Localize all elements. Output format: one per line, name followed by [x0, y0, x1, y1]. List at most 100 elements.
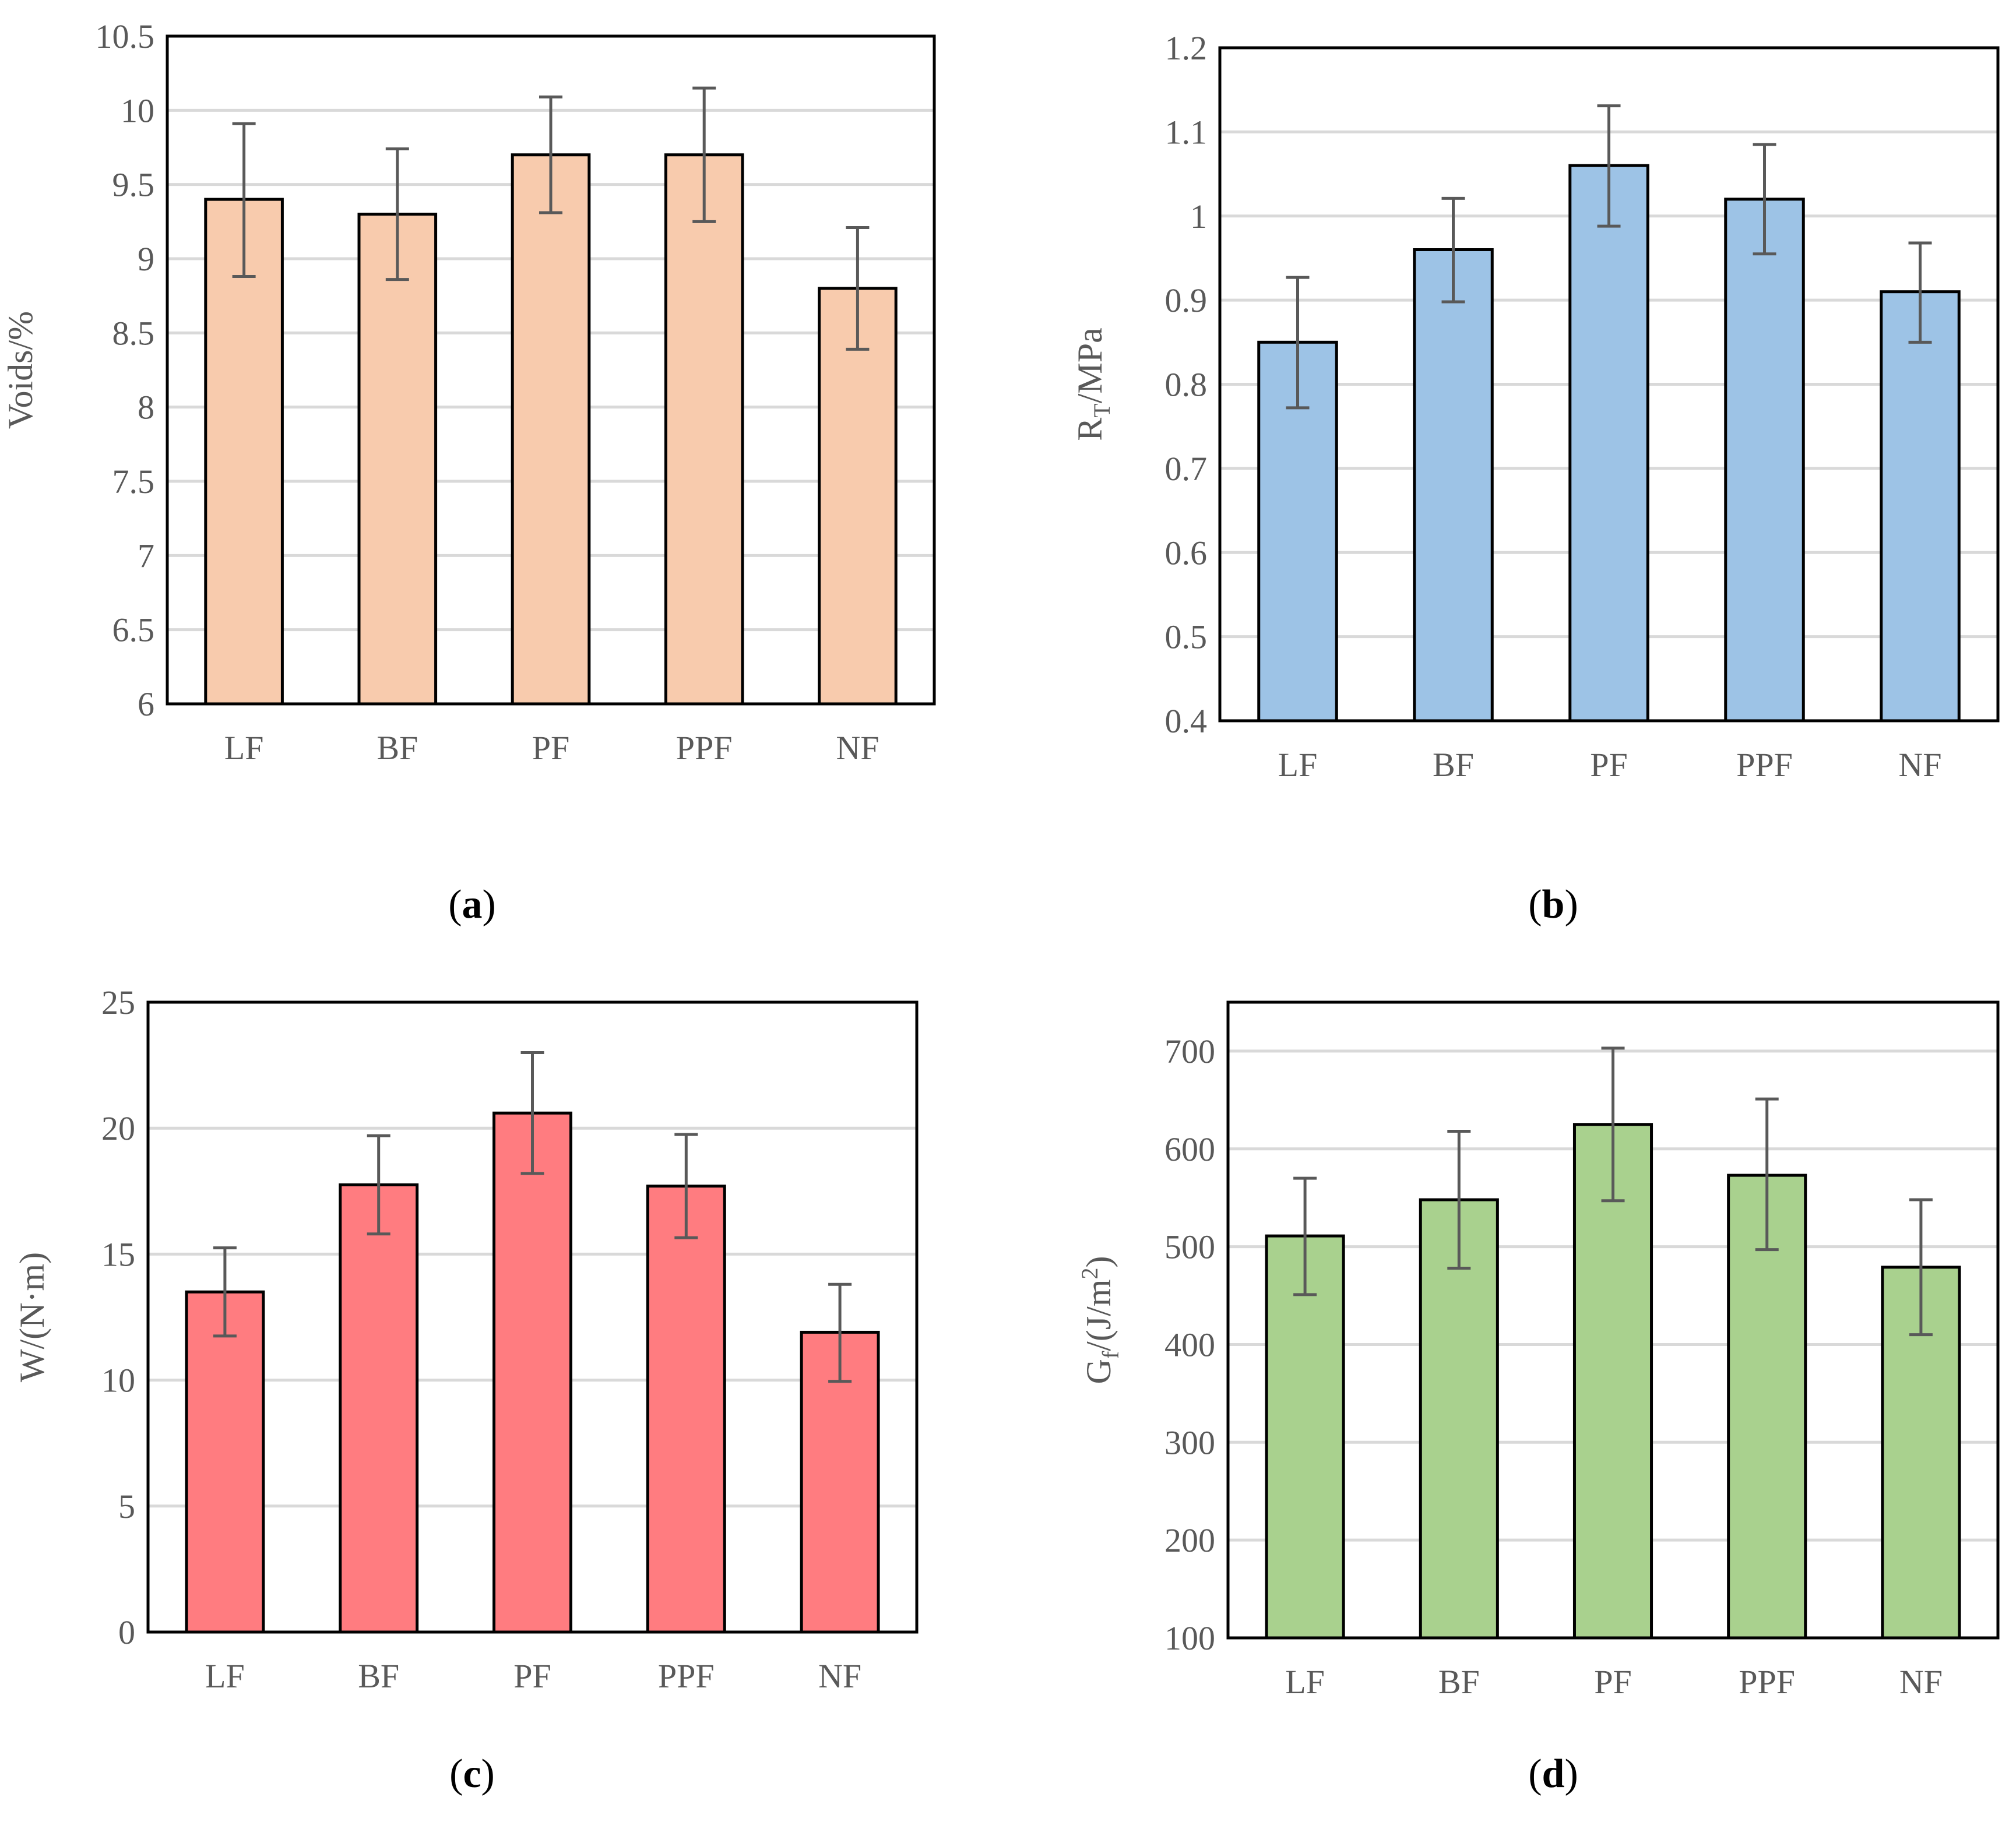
bar-pf [511, 153, 591, 706]
ytick-label: 7.5 [112, 463, 155, 501]
ytick-label: 700 [1164, 1032, 1215, 1070]
panel-c-plot-frame [146, 1000, 919, 1634]
panel-d-bars [1265, 1123, 1961, 1640]
ytick-label: 400 [1164, 1326, 1215, 1363]
bar-nf [818, 287, 898, 706]
ytick-label: 1.2 [1165, 29, 1208, 67]
xtick-label-bf: BF [377, 729, 418, 767]
ytick-label: 10 [121, 91, 154, 129]
panel-d-xtick-labels: LF BF PF PPF NF [1285, 1663, 1943, 1701]
ytick-label: 0.5 [1165, 618, 1208, 656]
ytick-label: 1 [1190, 198, 1207, 235]
panel-d-y-axis-label: Gf/(J/m2) [1076, 1256, 1124, 1384]
panel-d-plot-frame [1226, 1000, 2000, 1640]
bar-pf [1568, 164, 1649, 723]
xtick-label-ppf: PPF [1736, 746, 1793, 784]
bar-lf [185, 1290, 265, 1634]
bar-ppf [646, 1185, 726, 1634]
xtick-label-lf: LF [1285, 1663, 1325, 1701]
panel-a-plot-frame [166, 34, 936, 706]
ytick-label: 10 [101, 1362, 135, 1400]
ytick-label: 0.7 [1165, 450, 1208, 488]
bar-bf [339, 1183, 419, 1634]
xtick-label-ppf: PPF [1739, 1663, 1795, 1701]
panel-d: 100 200 300 400 500 600 700 LF BF PF PPF NF Gf/(J/… [1076, 1000, 2000, 1796]
panel-b: 0.4 0.5 0.6 0.7 0.8 0.9 1 1.1 1.2 LF BF PF PPF NF RT… [1071, 29, 2000, 927]
xtick-label-nf: NF [818, 1657, 861, 1695]
ytick-label: 100 [1164, 1619, 1215, 1657]
panel-d-ytick-labels: 100 200 300 400 500 600 700 [1164, 1032, 1215, 1657]
ytick-label: 20 [101, 1109, 135, 1147]
panel-a: 6 6.5 7 7.5 8 8.5 9 9.5 10 10.5 LF BF PF PPF NF Voids… [1, 17, 936, 927]
panel-c-xtick-labels: LF BF PF PPF NF [205, 1657, 861, 1695]
panel-d-caption-letter: d [1542, 1752, 1565, 1796]
panel-d-ylabel-suffix: ) [1079, 1256, 1118, 1268]
ytick-label: 300 [1164, 1423, 1215, 1461]
ytick-label: 500 [1164, 1228, 1215, 1266]
panel-b-ytick-labels: 0.4 0.5 0.6 0.7 0.8 0.9 1 1.1 1.2 [1165, 29, 1208, 740]
xtick-label-ppf: PPF [676, 729, 733, 767]
panel-c-ytick-labels: 0 5 10 15 20 25 [101, 984, 135, 1651]
panel-c-caption: (c) [449, 1752, 495, 1796]
ytick-label: 5 [118, 1488, 135, 1525]
xtick-label-lf: LF [1278, 746, 1318, 784]
ytick-label: 0.8 [1165, 366, 1208, 404]
panel-d-error-bars [1293, 1046, 1933, 1337]
ytick-label: 6 [138, 685, 154, 723]
panel-a-ytick-labels: 6 6.5 7 7.5 8 8.5 9 9.5 10 10.5 [96, 17, 155, 723]
panel-d-caption: (d) [1528, 1752, 1578, 1796]
xtick-label-bf: BF [358, 1657, 399, 1695]
xtick-label-pf: PF [1590, 746, 1628, 784]
ytick-label: 9 [138, 240, 154, 278]
bar-pf [492, 1111, 572, 1634]
bar-lf [204, 198, 284, 706]
bar-lf [1265, 1234, 1345, 1640]
panel-d-ylabel-sup: 2 [1076, 1267, 1103, 1279]
panel-c-error-bars [213, 1051, 852, 1383]
ytick-label: 200 [1164, 1521, 1215, 1559]
ytick-label: 10.5 [96, 17, 155, 55]
panel-b-plot-frame [1218, 46, 2000, 723]
xtick-label-bf: BF [1438, 1663, 1480, 1701]
panel-a-caption-letter: a [462, 882, 483, 927]
xtick-label-bf: BF [1433, 746, 1474, 784]
panel-c-y-axis-label: W/(N·m) [13, 1252, 51, 1382]
ytick-label: 9.5 [112, 166, 155, 204]
ytick-label: 0.6 [1165, 534, 1208, 572]
bar-pf [1572, 1123, 1653, 1640]
panel-a-caption: (a) [448, 882, 496, 927]
panel-b-caption: (b) [1528, 882, 1578, 927]
ytick-label: 600 [1164, 1130, 1215, 1168]
ytick-label: 0 [118, 1613, 135, 1651]
xtick-label-lf: LF [224, 729, 264, 767]
panel-b-ylabel-sub: T [1089, 403, 1115, 417]
bar-bf [1419, 1198, 1499, 1640]
ytick-label: 8.5 [112, 314, 155, 352]
panel-c-bars [185, 1111, 880, 1634]
panel-b-caption-letter: b [1542, 882, 1565, 927]
ytick-label: 25 [101, 984, 135, 1021]
xtick-label-nf: NF [836, 729, 879, 767]
xtick-label-pf: PF [1594, 1663, 1632, 1701]
ytick-label: 8 [138, 389, 154, 427]
panel-c-caption-letter: c [463, 1752, 481, 1796]
panel-b-error-bars [1286, 104, 1932, 410]
panel-c: 0 5 10 15 20 25 LF BF PF PPF NF W/(N·m) (c) [13, 984, 919, 1796]
ytick-label: 15 [101, 1235, 135, 1273]
panel-a-xtick-labels: LF BF PF PPF NF [224, 729, 879, 767]
xtick-label-ppf: PPF [658, 1657, 715, 1695]
bar-ppf [664, 153, 744, 706]
bar-nf [1880, 290, 1961, 723]
xtick-label-lf: LF [205, 1657, 245, 1695]
ytick-label: 0.4 [1165, 702, 1208, 740]
panel-b-xtick-labels: LF BF PF PPF NF [1278, 746, 1942, 784]
ytick-label: 6.5 [112, 611, 155, 649]
panel-a-y-axis-label: Voids/% [1, 311, 40, 429]
panel-d-ylabel-base: G [1079, 1359, 1118, 1384]
xtick-label-pf: PF [532, 729, 570, 767]
xtick-label-pf: PF [513, 1657, 551, 1695]
panel-d-ylabel-sub: f [1097, 1351, 1124, 1359]
panel-b-ylabel-suffix: /MPa [1071, 327, 1109, 403]
panel-b-bars [1257, 164, 1961, 723]
